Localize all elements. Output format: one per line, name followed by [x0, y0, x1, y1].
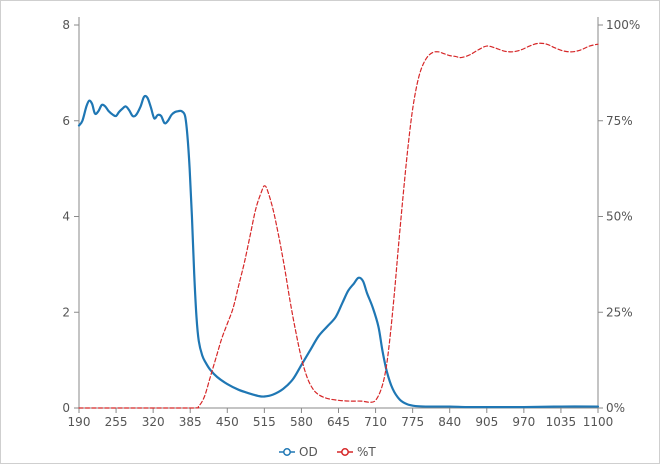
x-tick-label: 450 [216, 415, 239, 429]
y-left-tick-label: 6 [62, 114, 70, 128]
x-tick-label: 385 [179, 415, 202, 429]
x-tick-label: 970 [512, 415, 535, 429]
series-line-transmission [78, 42, 599, 409]
y-left-tick-label: 4 [62, 210, 70, 224]
legend-item-od[interactable]: OD [279, 445, 318, 459]
x-tick-label: 710 [364, 415, 387, 429]
x-tick-label: 1035 [546, 415, 577, 429]
x-tick-label: 580 [290, 415, 313, 429]
y-right-tick-label: 25% [606, 305, 633, 319]
legend-swatch-marker [341, 448, 349, 456]
legend-item-transmission[interactable]: %T [337, 445, 376, 459]
x-tick-label: 840 [438, 415, 461, 429]
x-tick-label: 775 [401, 415, 424, 429]
legend-swatch-marker [283, 448, 291, 456]
axes: 190 255 320 385 450 515 580 645 710 775 840 905 970 1… [62, 17, 640, 429]
y-right-tick-label: 0% [606, 401, 625, 415]
x-tick-label: 515 [253, 415, 276, 429]
x-tick-label: 645 [327, 415, 350, 429]
y-left-tick-label: 0 [62, 401, 70, 415]
x-tick-label: 1100 [583, 415, 614, 429]
plot-area [77, 42, 600, 409]
y-right-tick-label: 75% [606, 114, 633, 128]
series-line-od [77, 94, 600, 409]
x-tick-label: 255 [105, 415, 128, 429]
legend-label: OD [299, 445, 318, 459]
y-right-tick-label: 50% [606, 210, 633, 224]
x-tick-label: 190 [68, 415, 91, 429]
legend[interactable]: OD %T [279, 445, 376, 459]
y-left-tick-label: 8 [62, 18, 70, 32]
x-tick-label: 905 [475, 415, 498, 429]
legend-label: %T [357, 445, 376, 459]
y-right-tick-label: 100% [606, 18, 640, 32]
x-tick-label: 320 [142, 415, 165, 429]
y-left-tick-label: 2 [62, 305, 70, 319]
